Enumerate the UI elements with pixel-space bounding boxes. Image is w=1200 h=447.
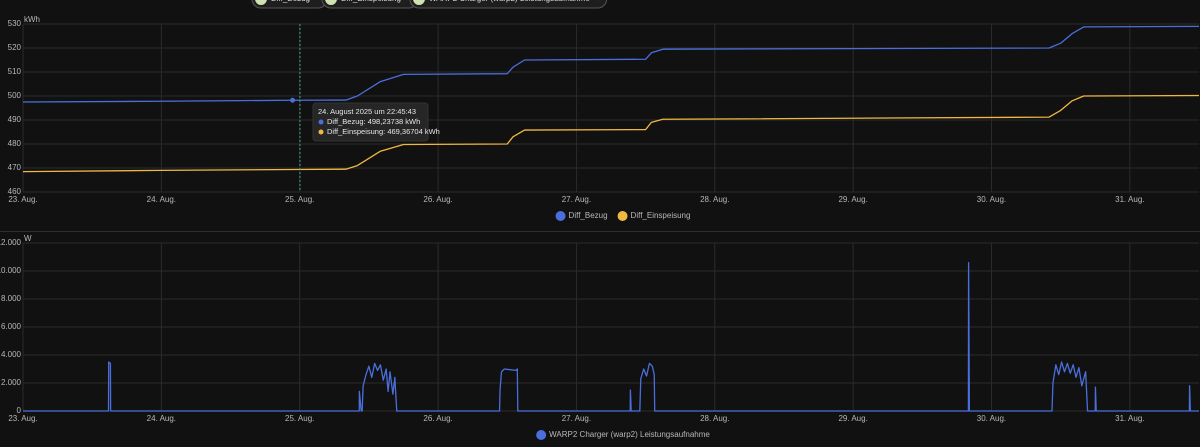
x-tick-label: 30. Aug. — [977, 414, 1006, 423]
x-tick-label: 24. Aug. — [147, 195, 176, 204]
y-tick-label: 520 — [8, 43, 22, 52]
chip-icon — [325, 0, 337, 5]
chip-label: WARP2 Charger (warp2) Leistungsaufnahme — [429, 0, 590, 3]
legend-label: Diff_Einspeisung — [631, 211, 691, 220]
filter-chip[interactable]: Diff_Bezug × — [251, 0, 328, 9]
filter-chip[interactable]: Diff_Einspeisung × — [321, 0, 419, 9]
chip-icon — [255, 0, 267, 5]
y-axis-unit: kWh — [24, 15, 40, 24]
x-tick-label: 27. Aug. — [562, 195, 591, 204]
series-line — [23, 261, 1199, 412]
y-axis-unit: W — [24, 234, 32, 243]
x-tick-label: 29. Aug. — [838, 414, 867, 423]
chip-body — [321, 0, 419, 9]
y-tick-label: 460 — [8, 187, 22, 196]
y-tick-label: 12.000 — [0, 238, 22, 247]
chip-label: Diff_Bezug — [271, 0, 310, 3]
y-tick-label: 500 — [8, 91, 22, 100]
chip-close: × — [596, 0, 601, 3]
chip-icon — [413, 0, 425, 5]
chip-close: × — [316, 0, 321, 3]
chip-close: × — [407, 0, 412, 3]
legend-item[interactable]: Diff_Bezug — [555, 211, 608, 221]
x-tick-label: 31. Aug. — [1115, 414, 1144, 423]
x-tick-label: 27. Aug. — [562, 414, 591, 423]
filter-chip[interactable]: WARP2 Charger (warp2) Leistungsaufnahme × — [409, 0, 608, 9]
y-tick-label: 490 — [8, 115, 22, 124]
y-tick-label: 10.000 — [0, 266, 22, 275]
x-tick-label: 26. Aug. — [423, 195, 452, 204]
x-tick-label: 31. Aug. — [1115, 195, 1144, 204]
tooltip-line: Diff_Einspeisung: 469,36704 kWh — [327, 127, 440, 136]
y-tick-label: 2.000 — [1, 378, 22, 387]
filter-chips: Diff_Bezug×Diff_Einspeisung×WARP2 Charge… — [251, 0, 608, 9]
x-tick-label: 28. Aug. — [700, 414, 729, 423]
y-tick-label: 530 — [8, 19, 22, 28]
chip-label: Diff_Einspeisung — [341, 0, 401, 3]
y-tick-label: 6.000 — [1, 322, 22, 331]
legend-item[interactable]: Diff_Einspeisung — [617, 211, 691, 221]
tooltip-box — [312, 102, 429, 142]
legend-marker — [555, 211, 566, 221]
legend-label: WARP2 Charger (warp2) Leistungsaufnahme — [549, 430, 710, 439]
tooltip-marker — [318, 129, 324, 135]
series-line — [22, 94, 1200, 173]
tooltip-line: Diff_Bezug: 498,23738 kWh — [327, 117, 420, 126]
x-tick-label: 28. Aug. — [700, 195, 729, 204]
x-tick-label: 29. Aug. — [838, 195, 867, 204]
x-tick-label: 23. Aug. — [8, 414, 37, 423]
series-line — [22, 25, 1200, 103]
y-tick-label: 8.000 — [1, 294, 22, 303]
legend: WARP2 Charger (warp2) Leistungsaufnahme — [536, 430, 710, 440]
y-tick-label: 0 — [17, 406, 22, 415]
legend: Diff_Bezug Diff_Einspeisung — [555, 211, 691, 221]
chip-body — [409, 0, 608, 9]
tooltip-title: 24. August 2025 um 22:45:43 — [318, 107, 416, 116]
y-tick-label: 470 — [8, 163, 22, 172]
x-tick-label: 26. Aug. — [423, 414, 452, 423]
x-tick-label: 23. Aug. — [8, 195, 37, 204]
x-tick-label: 30. Aug. — [977, 195, 1006, 204]
x-tick-label: 25. Aug. — [285, 195, 314, 204]
y-tick-label: 480 — [8, 139, 22, 148]
legend-marker — [617, 211, 628, 221]
hover-point — [290, 97, 296, 103]
chip-body — [251, 0, 328, 9]
y-tick-label: 4.000 — [1, 350, 22, 359]
y-tick-label: 510 — [8, 67, 22, 76]
legend-marker — [536, 430, 547, 440]
legend-item[interactable]: WARP2 Charger (warp2) Leistungsaufnahme — [536, 430, 710, 440]
tooltip-marker — [318, 119, 324, 125]
x-tick-label: 24. Aug. — [147, 414, 176, 423]
x-tick-label: 25. Aug. — [285, 414, 314, 423]
legend-label: Diff_Bezug — [569, 211, 608, 220]
